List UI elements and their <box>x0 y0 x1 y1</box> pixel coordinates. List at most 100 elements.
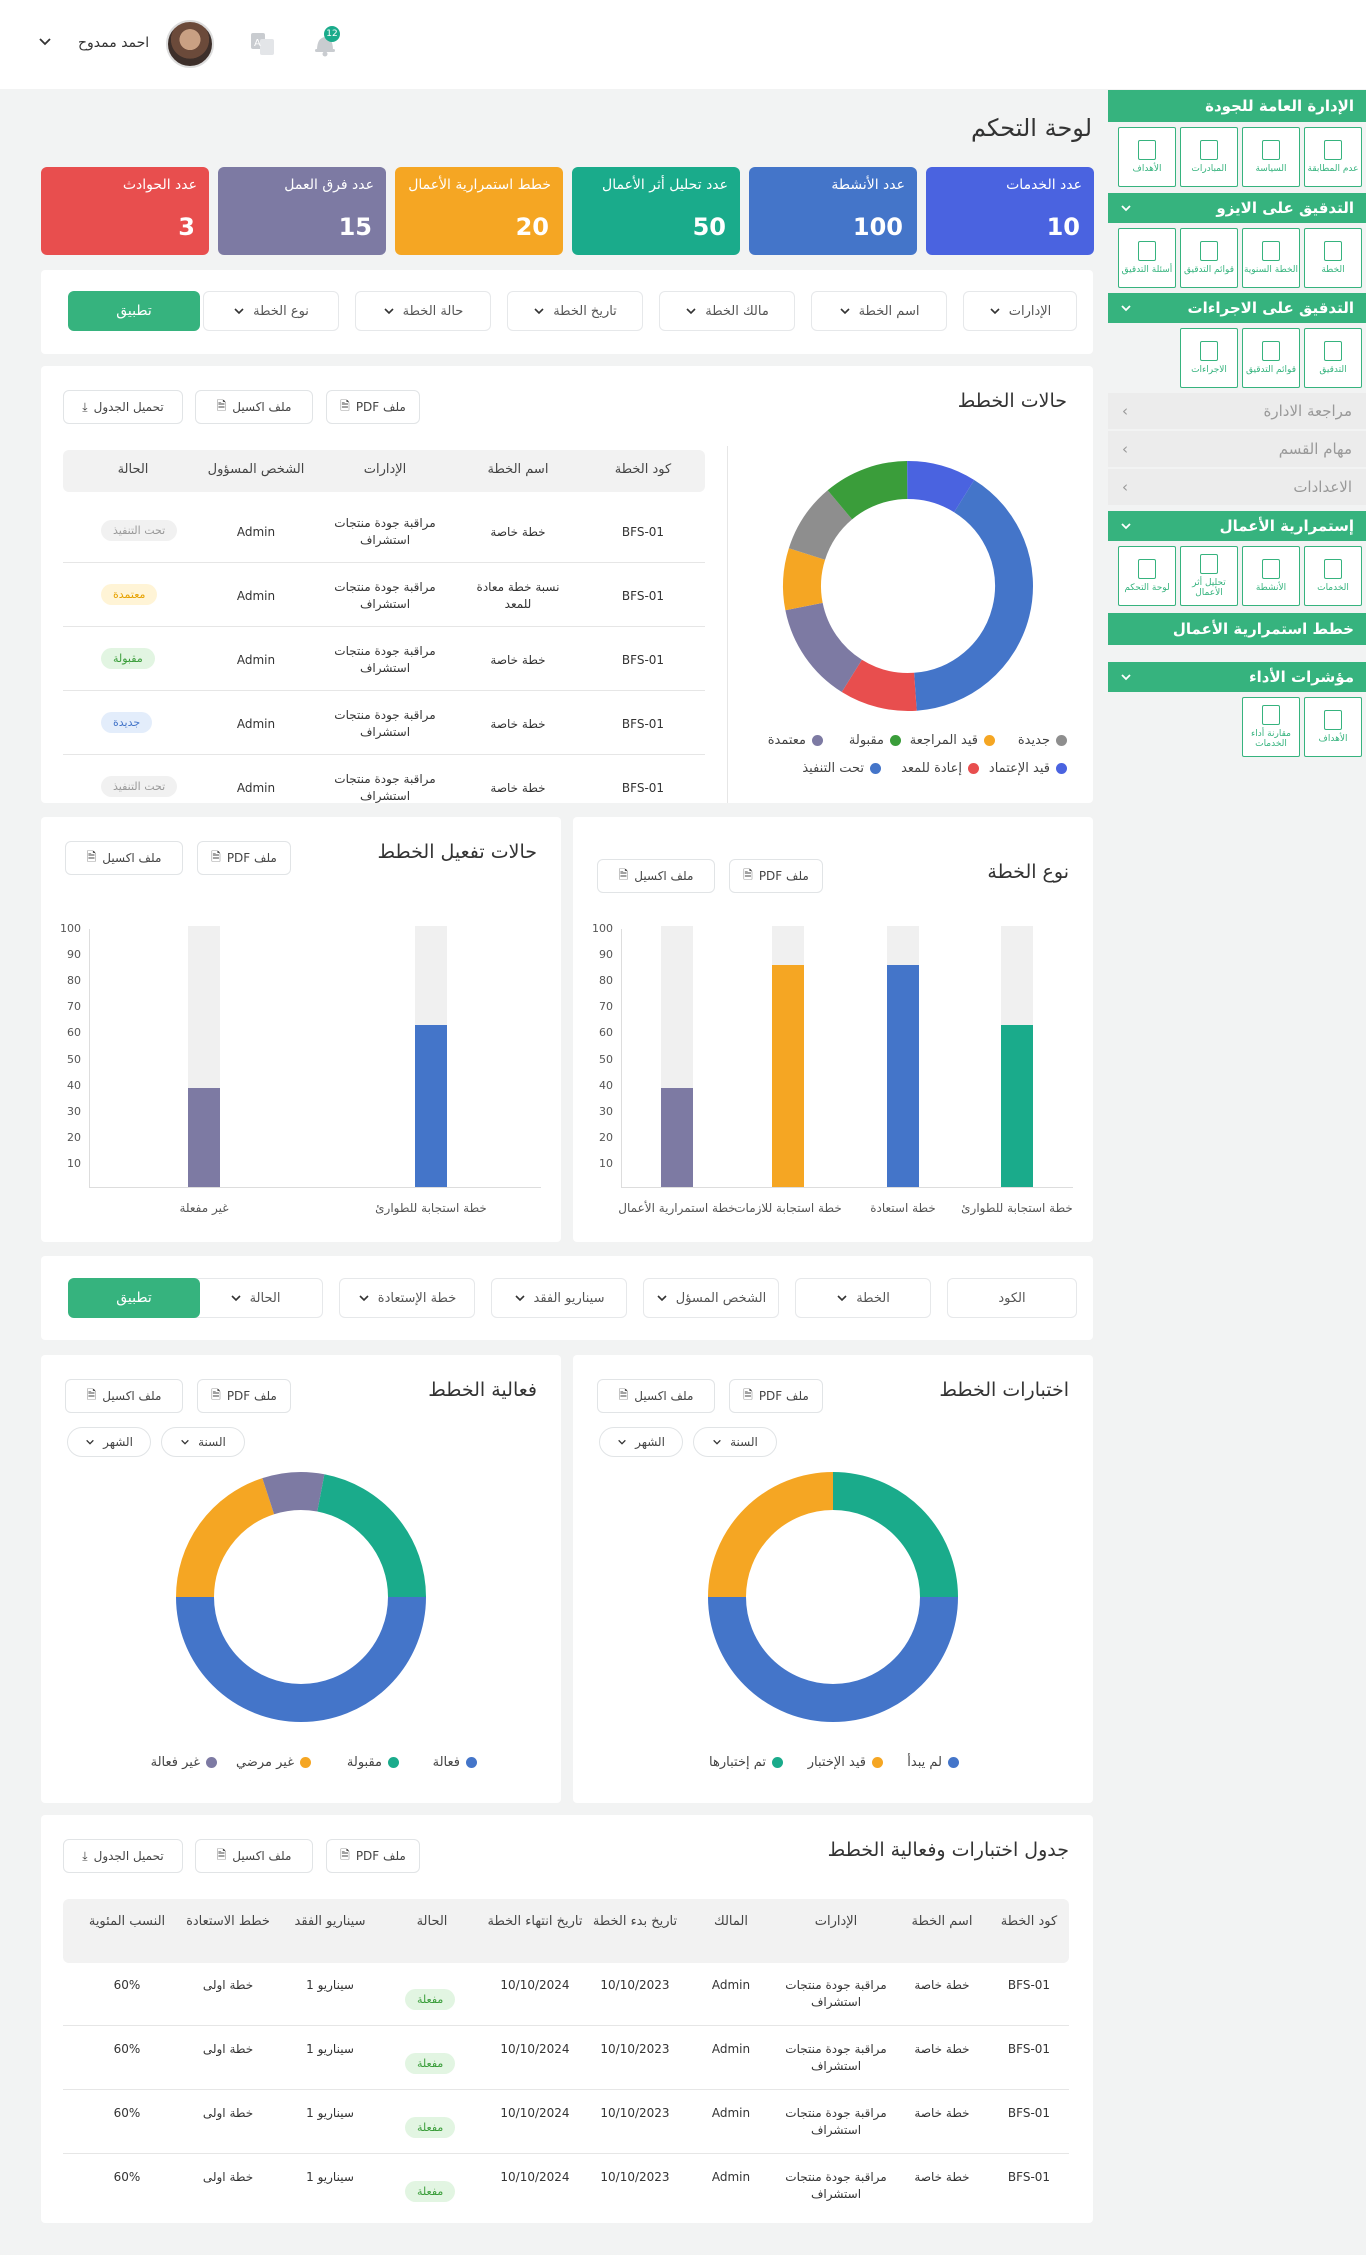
filter-plan-name[interactable]: اسم الخطة <box>811 291 947 331</box>
sidebar-tile[interactable]: عدم المطابقة <box>1304 127 1362 187</box>
year-select[interactable]: السنة <box>161 1427 245 1457</box>
sidebar-section-quality[interactable]: الإدارة العامة للجودة <box>1108 90 1366 122</box>
sidebar-tile[interactable]: السياسة <box>1242 127 1300 187</box>
cell-owner: Admin <box>236 524 276 539</box>
pdf-button[interactable]: ملف PDF 🗎 <box>326 1839 420 1873</box>
cell-code: BFS-01 <box>1007 2106 1051 2120</box>
x-tick-label: خطة استجابة للطوارئ <box>961 1201 1073 1215</box>
filter-recovery-plan[interactable]: خطة الإستعادة <box>339 1278 475 1318</box>
file-pdf-icon: 🗎 <box>743 867 753 882</box>
download-table-button[interactable]: تحميل الجدول ⤓ <box>63 390 183 424</box>
cell-code: BFS-01 <box>621 652 665 667</box>
sidebar-tile[interactable]: أسئلة التدقيق <box>1118 228 1176 288</box>
excel-button[interactable]: ملف اكسيل 🗎 <box>195 1839 313 1873</box>
user-name[interactable]: احمد ممدوح <box>78 35 150 51</box>
stat-card-activities[interactable]: عدد الأنشطة 100 <box>749 167 917 255</box>
legend-item: معتمدة <box>768 733 823 748</box>
sidebar-item-settings[interactable]: الاعدادات › <box>1108 469 1366 505</box>
sidebar-tile[interactable]: مقارنة أداء الخدمات <box>1242 697 1300 757</box>
th-name: اسم الخطة <box>911 1914 973 1929</box>
download-table-button[interactable]: تحميل الجدول ⤓ <box>63 1839 183 1873</box>
sidebar-tile[interactable]: الأهداف <box>1118 127 1176 187</box>
pdf-button[interactable]: ملف PDF 🗎 <box>197 841 291 875</box>
month-select[interactable]: الشهر <box>599 1427 683 1457</box>
stat-card-bia[interactable]: عدد تحليل أثر الأعمال 50 <box>572 167 740 255</box>
file-excel-icon: 🗎 <box>86 849 97 864</box>
year-label: السنة <box>198 1435 226 1449</box>
filter-owner[interactable]: الشخص المسؤل <box>643 1278 779 1318</box>
stat-card-teams[interactable]: عدد فرق العمل 15 <box>218 167 386 255</box>
filter-departments[interactable]: الإدارات <box>963 291 1077 331</box>
month-select[interactable]: الشهر <box>67 1427 151 1457</box>
sidebar-section-bc-plans[interactable]: خطط استمرارية الأعمال <box>1108 613 1366 645</box>
filter-code[interactable]: الكود <box>947 1278 1077 1318</box>
cell-scenario: سيناريو 1 <box>306 1978 354 1992</box>
stat-card-services[interactable]: عدد الخدمات 10 <box>926 167 1094 255</box>
section-title: إستمرارية الأعمال <box>1219 517 1354 535</box>
filter-plan-owner[interactable]: مالك الخطة <box>659 291 795 331</box>
plan-type-card: نوع الخطة ملف PDF 🗎 ملف اكسيل 🗎 100 90 80 70 6… <box>573 817 1093 1242</box>
tile-icon <box>1262 341 1280 361</box>
sidebar-tile[interactable]: الأنشطة <box>1242 546 1300 606</box>
filter-plan-status[interactable]: حالة الخطة <box>355 291 491 331</box>
plan-status-title: حالات الخطط <box>957 390 1067 412</box>
chevron-down-icon <box>713 1439 721 1445</box>
pdf-button[interactable]: ملف PDF 🗎 <box>197 1379 291 1413</box>
excel-button[interactable]: ملف اكسيل 🗎 <box>195 390 313 424</box>
filter-plan-type[interactable]: نوع الخطة <box>203 291 339 331</box>
legend-label: إعادة للمعد <box>901 761 962 776</box>
language-icon[interactable]: A <box>250 32 276 56</box>
sidebar-tile[interactable]: الخطة <box>1304 228 1362 288</box>
filter-loss-scenario[interactable]: سيناريو الفقد <box>491 1278 627 1318</box>
user-menu-chevron-icon[interactable] <box>38 34 52 48</box>
th-status: الحالة <box>117 462 149 477</box>
avatar[interactable] <box>166 20 214 68</box>
pdf-button[interactable]: ملف PDF 🗎 <box>729 859 823 893</box>
tile-icon <box>1138 559 1156 579</box>
filter-plan-date[interactable]: تاريخ الخطة <box>507 291 643 331</box>
legend-item: تم إختبارها <box>709 1755 783 1770</box>
filter-plan[interactable]: الخطة <box>795 1278 931 1318</box>
pdf-button[interactable]: ملف PDF 🗎 <box>729 1379 823 1413</box>
plan-effectiveness-title: فعالية الخطط <box>428 1379 537 1401</box>
excel-button[interactable]: ملف اكسيل 🗎 <box>597 1379 715 1413</box>
th-owner: المالك <box>714 1914 748 1929</box>
sidebar-section-iso-audit[interactable]: التدقيق على الايزو <box>1108 193 1366 223</box>
cell-owner: Admin <box>711 1978 751 1992</box>
pdf-button[interactable]: ملف PDF 🗎 <box>326 390 420 424</box>
sidebar-tile[interactable]: المبادرات <box>1180 127 1238 187</box>
filter-status[interactable]: الحالة <box>187 1278 323 1318</box>
sidebar-tile[interactable]: الخدمات <box>1304 546 1362 606</box>
y-tick-label: 30 <box>599 1104 613 1118</box>
chevron-down-icon <box>686 308 696 315</box>
sidebar-tile[interactable]: الاجراءات <box>1180 328 1238 388</box>
chevron-down-icon <box>990 308 1000 315</box>
tile-icon <box>1200 554 1218 574</box>
sidebar-section-procedures-audit[interactable]: التدقيق على الاجراءات <box>1108 293 1366 323</box>
filter-label: الحالة <box>249 1290 281 1306</box>
sidebar-tile[interactable]: تحليل أثر الأعمال <box>1180 546 1238 606</box>
stat-card-bcp[interactable]: خطط استمرارية الأعمال 20 <box>395 167 563 255</box>
sidebar-section-kpis[interactable]: مؤشرات الأداء <box>1108 662 1366 692</box>
excel-button[interactable]: ملف اكسيل 🗎 <box>65 1379 183 1413</box>
apply-filters-button[interactable]: تطبيق <box>68 1278 200 1318</box>
sidebar-tile[interactable]: قوائم التدقيق <box>1180 228 1238 288</box>
excel-button[interactable]: ملف اكسيل 🗎 <box>597 859 715 893</box>
sidebar-tile[interactable]: الأهداف <box>1304 697 1362 757</box>
donut-slice-0 <box>708 1596 958 1722</box>
cell-code: BFS-01 <box>1007 2170 1051 2184</box>
sidebar-tile[interactable]: لوحة التحكم <box>1118 546 1176 606</box>
sidebar-tile[interactable]: الخطة السنوية <box>1242 228 1300 288</box>
sidebar-tile[interactable]: قوائم التدقيق <box>1242 328 1300 388</box>
th-owner: الشخص المسؤول <box>207 462 305 477</box>
apply-filters-button[interactable]: تطبيق <box>68 291 200 331</box>
x-tick-label: خطة استجابة للطوارئ <box>375 1201 487 1215</box>
sidebar-item-management-review[interactable]: مراجعة الادارة › <box>1108 393 1366 429</box>
sidebar-tile[interactable]: التدقيق <box>1304 328 1362 388</box>
excel-button[interactable]: ملف اكسيل 🗎 <box>65 841 183 875</box>
stat-card-incidents[interactable]: عدد الحوادث 3 <box>41 167 209 255</box>
year-select[interactable]: السنة <box>693 1427 777 1457</box>
download-icon: ⤓ <box>82 1848 88 1863</box>
sidebar-item-department-tasks[interactable]: مهام القسم › <box>1108 431 1366 467</box>
sidebar-section-business-continuity[interactable]: إستمرارية الأعمال <box>1108 511 1366 541</box>
